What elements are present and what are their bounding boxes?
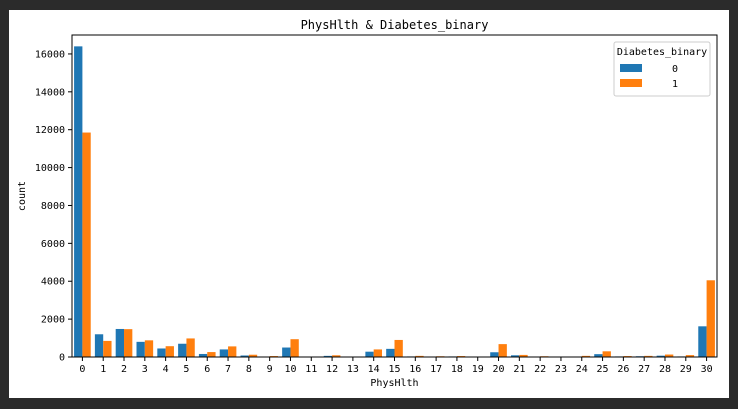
x-tick-label: 9 [267, 364, 273, 375]
x-tick-label: 0 [79, 364, 85, 375]
bar-29-series-1 [685, 355, 695, 357]
bar-1-series-1 [103, 340, 112, 357]
bar-8-series-1 [248, 354, 258, 357]
bar-0-series-0 [74, 46, 83, 357]
x-tick-label: 16 [409, 364, 421, 375]
y-tick-label: 16000 [35, 49, 65, 60]
x-tick-label: 25 [597, 364, 609, 375]
bar-6-series-1 [207, 352, 216, 357]
x-tick-label: 20 [493, 364, 505, 375]
x-tick-label: 4 [163, 364, 169, 375]
bar-14-series-0 [365, 351, 374, 357]
x-tick-label: 23 [555, 364, 567, 375]
x-tick-label: 21 [513, 364, 525, 375]
bar-24-series-1 [581, 355, 591, 357]
x-tick-label: 2 [121, 364, 127, 375]
y-tick-label: 10000 [35, 163, 65, 174]
x-tick-label: 7 [225, 364, 231, 375]
bar-4-series-0 [157, 348, 166, 357]
bar-3-series-1 [144, 340, 154, 357]
bar-10-series-1 [290, 339, 299, 357]
bar-6-series-0 [198, 353, 208, 357]
bar-4-series-1 [165, 346, 174, 357]
bar-15-series-0 [386, 348, 395, 357]
bar-28-series-0 [656, 355, 665, 357]
bar-21-series-0 [511, 355, 520, 357]
figure: 0 2000 4000 6000 8000 10000 12000 14000 16000 0 1 2… [9, 10, 729, 398]
bar-7-series-0 [219, 349, 229, 357]
bar-20-series-1 [498, 344, 507, 357]
bar-16-series-1 [415, 355, 424, 357]
x-tick-label: 28 [659, 364, 671, 375]
bar-5-series-0 [178, 343, 187, 357]
y-tick-label: 12000 [35, 125, 65, 136]
bar-25-series-0 [594, 354, 603, 357]
x-tick-label: 17 [430, 364, 442, 375]
y-tick-label: 14000 [35, 87, 65, 98]
x-tick-label: 18 [451, 364, 463, 375]
x-tick-label: 1 [100, 364, 106, 375]
bar-2-series-0 [115, 328, 125, 357]
x-tick-label: 19 [472, 364, 484, 375]
y-axis-label: count [17, 181, 28, 211]
y-tick-label: 0 [59, 353, 65, 364]
bar-20-series-0 [490, 352, 499, 357]
x-tick-label: 27 [638, 364, 650, 375]
bar-3-series-0 [136, 341, 145, 357]
bar-5-series-1 [186, 338, 195, 357]
bar-15-series-1 [394, 339, 403, 357]
y-tick-label: 2000 [41, 315, 65, 326]
x-tick-label: 8 [246, 364, 252, 375]
bar-1-series-0 [94, 334, 104, 357]
x-tick-label: 15 [388, 364, 400, 375]
bar-30-series-0 [698, 326, 707, 357]
bar-14-series-1 [373, 349, 383, 357]
x-tick-label: 12 [326, 364, 338, 375]
legend-entries: 01 [620, 64, 678, 90]
y-tick-label: 8000 [41, 201, 65, 212]
x-tick-label: 26 [617, 364, 629, 375]
legend-title: Diabetes_binary [617, 47, 707, 58]
x-axis-label: PhysHlth [370, 378, 418, 389]
x-tick-label: 14 [368, 364, 380, 375]
bar-27-series-1 [644, 355, 653, 357]
x-tick-label: 29 [680, 364, 692, 375]
legend-swatch-0 [620, 64, 642, 72]
bar-30-series-1 [706, 280, 715, 357]
x-tick-label: 13 [347, 364, 359, 375]
bar-8-series-0 [240, 355, 249, 357]
x-tick-label: 30 [701, 364, 713, 375]
bar-7-series-1 [228, 346, 237, 357]
bar-21-series-1 [519, 354, 528, 357]
chart-title: PhysHlth & Diabetes_binary [301, 18, 489, 32]
bar-2-series-1 [124, 329, 133, 357]
bar-0-series-1 [82, 132, 91, 357]
x-tick-label: 3 [142, 364, 148, 375]
x-tick-label: 5 [183, 364, 189, 375]
y-tick-label: 4000 [41, 277, 65, 288]
x-tick-label: 24 [576, 364, 588, 375]
legend: Diabetes_binary 01 [613, 41, 711, 97]
bar-28-series-1 [664, 354, 674, 357]
bar-25-series-1 [602, 351, 611, 357]
x-tick-label: 6 [204, 364, 210, 375]
legend-swatch-1 [620, 79, 642, 87]
bar-12-series-1 [332, 355, 341, 357]
legend-label-1: 1 [672, 79, 678, 90]
x-tick-label: 11 [305, 364, 317, 375]
legend-label-0: 0 [672, 64, 678, 75]
bar-12-series-0 [323, 355, 333, 357]
bar-10-series-0 [282, 347, 291, 357]
x-tick-label: 22 [534, 364, 546, 375]
x-tick-label: 10 [284, 364, 296, 375]
y-tick-label: 6000 [41, 239, 65, 250]
